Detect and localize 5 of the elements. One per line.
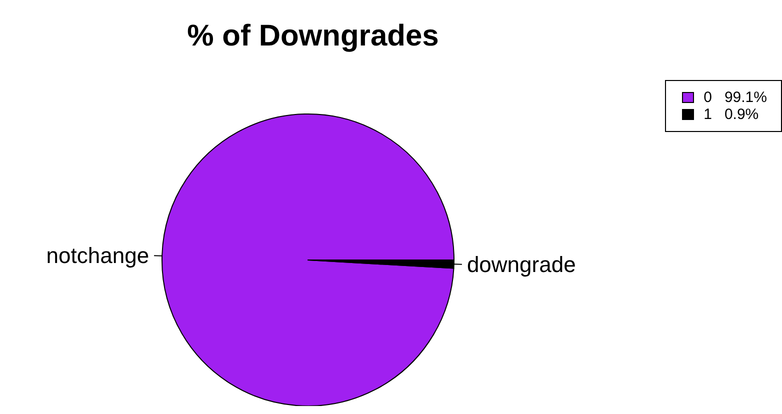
- slice-label: downgrade: [466, 252, 576, 277]
- text: 1 0.9%: [704, 106, 759, 123]
- text: 0 99.1%: [704, 89, 767, 106]
- chart-title: % of Downgrades: [187, 20, 439, 52]
- slice-label: notchange: [46, 243, 150, 268]
